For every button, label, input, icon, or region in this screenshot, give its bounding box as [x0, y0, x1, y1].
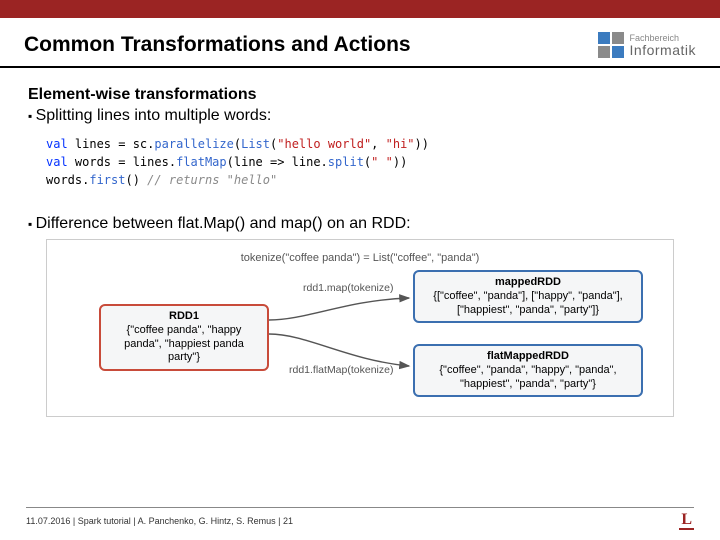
code-line-1: val lines = sc.parallelize(List("hello w…	[46, 135, 692, 153]
department-logo: Fachbereich Informatik	[598, 32, 696, 58]
code-line-3: words.first() // returns "hello"	[46, 171, 692, 189]
code-line-2: val words = lines.flatMap(line => line.s…	[46, 153, 692, 171]
footer-text: 11.07.2016 | Spark tutorial | A. Panchen…	[26, 516, 293, 526]
content-area: Element-wise transformations Splitting l…	[0, 68, 720, 417]
dept-big-label: Informatik	[630, 43, 696, 57]
slide-title: Common Transformations and Actions	[24, 33, 411, 57]
tokenize-caption: tokenize("coffee panda") = List("coffee"…	[59, 252, 661, 264]
flatmap-arrow-label: rdd1.flatMap(tokenize)	[289, 364, 393, 376]
mapped-rdd-box: mappedRDD {["coffee", "panda"], ["happy"…	[413, 270, 643, 323]
map-arrow-label: rdd1.map(tokenize)	[303, 282, 393, 294]
accent-bar	[0, 0, 720, 18]
rdd1-title: RDD1	[107, 310, 261, 324]
bullet-1: Splitting lines into multiple words:	[28, 107, 692, 125]
section-subtitle: Element-wise transformations	[28, 86, 692, 104]
header: Common Transformations and Actions Fachb…	[0, 18, 720, 68]
university-mark-icon: L	[679, 512, 694, 530]
mapped-body: {["coffee", "panda"], ["happy", "panda"]…	[433, 290, 622, 316]
flatmapped-rdd-box: flatMappedRDD {"coffee", "panda", "happy…	[413, 344, 643, 397]
logo-squares-icon	[598, 32, 624, 58]
mapped-title: mappedRDD	[421, 276, 635, 290]
code-block: val lines = sc.parallelize(List("hello w…	[28, 131, 692, 205]
bullet-2: Difference between flat.Map() and map() …	[28, 215, 692, 233]
rdd-diagram: tokenize("coffee panda") = List("coffee"…	[46, 239, 674, 417]
rdd1-box: RDD1 {"coffee panda", "happy panda", "ha…	[99, 304, 269, 371]
flatmapped-body: {"coffee", "panda", "happy", "panda", "h…	[439, 364, 616, 390]
rdd1-body: {"coffee panda", "happy panda", "happies…	[124, 324, 244, 364]
footer: 11.07.2016 | Spark tutorial | A. Panchen…	[26, 507, 694, 530]
flatmapped-title: flatMappedRDD	[421, 350, 635, 364]
